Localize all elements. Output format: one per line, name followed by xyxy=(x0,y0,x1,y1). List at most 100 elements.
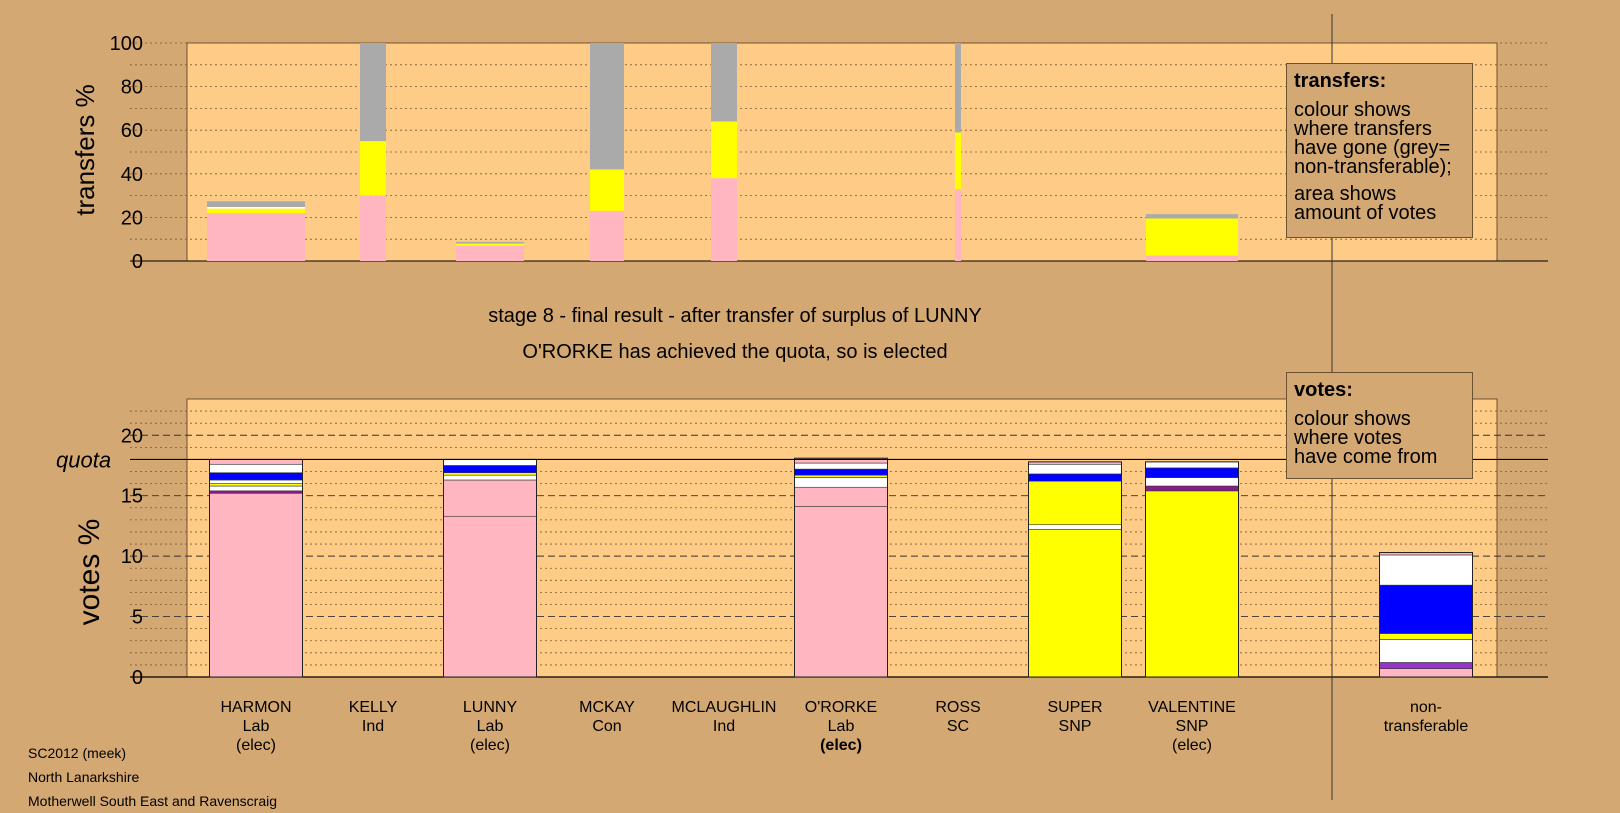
footer-ward: Motherwell South East and Ravenscraig xyxy=(28,793,278,809)
transfers-bar-segment xyxy=(360,195,386,261)
stage-title: stage 8 - final result - after transfer … xyxy=(488,305,982,327)
votes-bar-segment xyxy=(209,479,303,484)
votes-bar-segment xyxy=(443,459,537,466)
legend-votes: votes: colour shows where votes have com… xyxy=(1286,372,1473,479)
candidate-name-label: ROSS xyxy=(935,699,980,716)
votes-bar-segment xyxy=(1028,480,1122,526)
votes-bar-segment xyxy=(209,492,303,678)
votes-tick-label: 15 xyxy=(121,486,143,508)
transfers-tick-label: 100 xyxy=(110,33,143,55)
votes-bar-segment xyxy=(209,459,303,465)
nontransferable-label: transferable xyxy=(1384,718,1469,735)
transfers-axis-label: transfers % xyxy=(70,84,100,216)
candidate-name-label: MCKAY xyxy=(579,699,635,716)
transfers-bar-segment xyxy=(1146,214,1238,219)
votes-bar-segment xyxy=(794,462,888,470)
legend-transfers-line: amount of votes xyxy=(1294,202,1437,224)
votes-bar-segment xyxy=(443,479,537,517)
candidate-party-label: SNP xyxy=(1059,718,1092,735)
candidate-name-label: MCLAUGHLIN xyxy=(672,699,777,716)
legend-votes-line: where votes xyxy=(1294,427,1402,449)
candidate-party-label: SNP xyxy=(1176,718,1209,735)
votes-tick-label: 10 xyxy=(121,546,143,568)
votes-tick-label: 20 xyxy=(121,425,143,447)
transfers-bar-segment xyxy=(456,241,524,244)
legend-transfers-line: area shows xyxy=(1294,183,1397,205)
votes-bar-segment xyxy=(1379,584,1473,634)
votes-bar-segment xyxy=(1145,461,1239,469)
footer-info: SC2012 (meek) North Lanarkshire Motherwe… xyxy=(28,741,277,813)
transfers-bar-segment xyxy=(955,189,961,261)
nontransferable-label: non- xyxy=(1410,699,1442,716)
transfers-bar-segment xyxy=(207,201,305,207)
transfers-bar-segment xyxy=(360,43,386,142)
transfers-bar-segment xyxy=(590,210,624,261)
transfers-tick-label: 80 xyxy=(121,77,143,99)
legend-votes-title: votes: xyxy=(1294,379,1353,401)
transfers-bar-segment xyxy=(207,213,305,261)
votes-bar-segment xyxy=(794,506,888,678)
transfers-bar-segment xyxy=(711,178,737,261)
votes-bar-segment xyxy=(1028,529,1122,678)
footer-council: North Lanarkshire xyxy=(28,769,140,785)
transfers-bar-segment xyxy=(360,141,386,196)
votes-bar-segment xyxy=(794,486,888,507)
votes-bar-segment xyxy=(209,483,303,487)
votes-bar-outline xyxy=(1028,461,1122,678)
votes-tick-label: 0 xyxy=(132,667,143,689)
candidate-name-label: KELLY xyxy=(349,699,398,716)
candidate-party-label: SC xyxy=(947,718,969,735)
votes-bar-segment xyxy=(1028,524,1122,530)
transfers-bar-segment xyxy=(207,208,305,214)
votes-bar-segment xyxy=(1145,485,1239,492)
votes-bar-outline xyxy=(794,457,888,678)
candidate-name-label: SUPER xyxy=(1047,699,1102,716)
votes-bar-segment xyxy=(794,474,888,478)
transfers-bar-segment xyxy=(207,206,305,209)
transfers-bar-segment xyxy=(711,43,737,122)
votes-bar-segment xyxy=(794,477,888,488)
legend-votes-line: have come from xyxy=(1294,446,1438,468)
votes-bar-segment xyxy=(1028,463,1122,475)
transfers-tick-label: 0 xyxy=(132,251,143,273)
candidate-party-label: Lab xyxy=(828,718,855,735)
candidate-status-label: (elec) xyxy=(1172,737,1212,754)
legend-transfers-line: where transfers xyxy=(1294,118,1432,140)
votes-bar-segment xyxy=(209,485,303,492)
transfers-bar-segment xyxy=(1146,255,1238,261)
transfers-bar-segment xyxy=(456,243,524,246)
votes-bar-segment xyxy=(1379,668,1473,678)
votes-bar-segment xyxy=(1145,477,1239,487)
votes-bar-segment xyxy=(1379,662,1473,669)
votes-bar-segment xyxy=(443,515,537,678)
legend-transfers-line: colour shows xyxy=(1294,99,1411,121)
votes-axis-label: votes % xyxy=(73,519,106,626)
transfers-tick-label: 60 xyxy=(121,120,143,142)
votes-bar-segment xyxy=(794,468,888,476)
votes-tick-label: 5 xyxy=(132,607,143,629)
legend-transfers-title: transfers: xyxy=(1294,70,1387,92)
votes-bar-outline xyxy=(1145,461,1239,678)
votes-bar-segment xyxy=(209,463,303,474)
transfers-bar-segment xyxy=(955,43,961,133)
votes-bar-segment xyxy=(1379,639,1473,663)
votes-bar-segment xyxy=(1145,490,1239,678)
transfers-bar-segment xyxy=(590,43,624,170)
legend-transfers-line: have gone (grey= xyxy=(1294,137,1451,159)
transfers-tick-label: 40 xyxy=(121,164,143,186)
votes-bar-segment xyxy=(1145,467,1239,478)
candidate-party-label: Ind xyxy=(362,718,384,735)
candidate-name-label: VALENTINE xyxy=(1148,699,1236,716)
candidate-status-label: (elec) xyxy=(820,737,862,754)
stage-subtitle: O'RORKE has achieved the quota, so is el… xyxy=(522,341,947,363)
quota-label: quota xyxy=(56,447,111,472)
candidate-name-label: HARMON xyxy=(220,699,291,716)
legend-transfers: transfers: colour shows where transfers … xyxy=(1286,63,1473,238)
votes-bar-segment xyxy=(443,474,537,481)
footer-election: SC2012 (meek) xyxy=(28,745,127,761)
transfers-bar-segment xyxy=(590,169,624,211)
candidate-party-label: Lab xyxy=(243,718,270,735)
transfers-bar-segment xyxy=(955,132,961,190)
candidate-status-label: (elec) xyxy=(236,737,276,754)
